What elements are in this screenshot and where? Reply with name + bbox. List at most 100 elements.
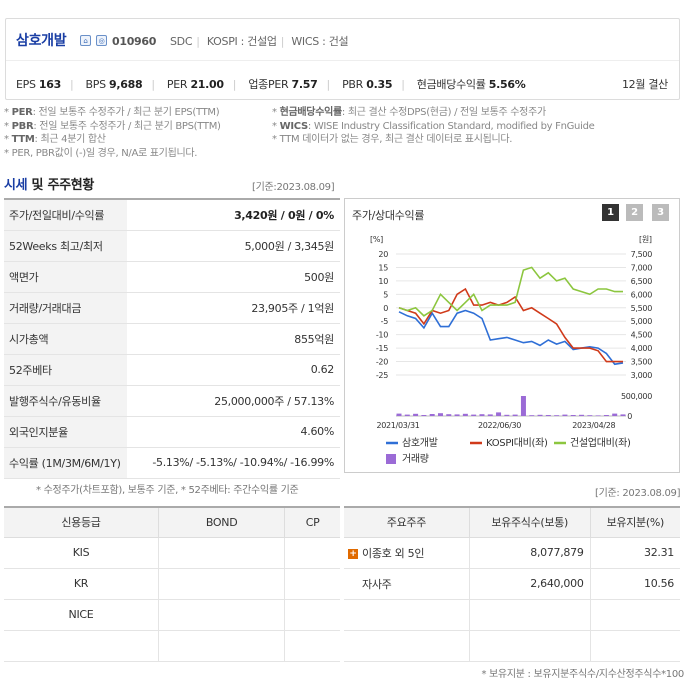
left-tick-label: 15 bbox=[378, 263, 388, 272]
exchange-tag: SDC bbox=[170, 35, 193, 48]
note-ttm: * TTM: 최근 4분기 합산 bbox=[4, 134, 106, 145]
volume-bar bbox=[496, 412, 502, 416]
left-tick-label: 5 bbox=[383, 290, 388, 299]
chart-tab-1[interactable]: 1 bbox=[602, 204, 619, 221]
holder-name: 이종호 외 5인 bbox=[362, 546, 425, 560]
table-row bbox=[344, 599, 680, 631]
volume-bar bbox=[612, 413, 618, 416]
left-tick-label: -20 bbox=[376, 358, 388, 367]
volume-tick-label: 500,000 bbox=[621, 392, 652, 401]
table-row: 52Weeks 최고/최저 5,000원 / 3,345원 bbox=[4, 230, 340, 262]
series-line bbox=[398, 309, 624, 366]
table-row: 발행주식수/유동비율 25,000,000주 / 57.13% bbox=[4, 385, 340, 417]
left-tick-label: 0 bbox=[383, 304, 388, 313]
right-tick-label: 6,500 bbox=[631, 277, 653, 286]
volume-bar bbox=[479, 414, 485, 416]
volume-bar bbox=[421, 415, 427, 416]
volume-bar bbox=[512, 414, 518, 416]
legend-swatch bbox=[386, 454, 396, 464]
price-table: 주가/전일대비/수익률 3,420원 / 0원 / 0% 52Weeks 최고/최… bbox=[4, 198, 340, 479]
chart-tab-3[interactable]: 3 bbox=[652, 204, 669, 221]
volume-bar bbox=[504, 414, 510, 416]
table-header-row: 주요주주 보유주식수(보통) 보유지분(%) bbox=[344, 507, 680, 538]
holders-as-of: [기준: 2023.08.09] bbox=[595, 488, 681, 499]
right-tick-label: 3,500 bbox=[631, 358, 653, 367]
table-row: 52주베타 0.62 bbox=[4, 354, 340, 386]
volume-bar bbox=[537, 414, 543, 416]
expand-icon[interactable]: + bbox=[348, 548, 358, 559]
volume-bar bbox=[587, 415, 593, 416]
table-row: 액면가 500원 bbox=[4, 261, 340, 293]
major-shareholders-table: 주요주주 보유주식수(보통) 보유지분(%) + 이종호 외 5인 8,077,8… bbox=[344, 506, 680, 662]
holders-note: * 보유지분 : 보유지분주식수/지수산정주식수*100 bbox=[481, 669, 684, 680]
right-tick-label: 7,500 bbox=[631, 250, 653, 259]
legend-label: 건설업대비(좌) bbox=[570, 436, 631, 449]
table-row: 자사주 2,640,000 10.56 bbox=[344, 568, 680, 600]
note-negative: * PER, PBR값이 (-)일 경우, N/A로 표기됩니다. bbox=[4, 147, 198, 159]
company-info-icon[interactable]: ◎ bbox=[96, 35, 107, 46]
metric-per: PER 21.00 bbox=[166, 78, 224, 91]
volume-bar bbox=[487, 414, 493, 416]
chart-tab-2[interactable]: 2 bbox=[626, 204, 643, 221]
right-tick-label: 4,000 bbox=[631, 344, 653, 353]
table-row: 수익률 (1M/3M/6M/1Y) -5.13%/ -5.13%/ -10.94%… bbox=[4, 447, 340, 479]
left-tick-label: 10 bbox=[378, 277, 388, 286]
note-wics: * WICS: WISE Industry Classification Sta… bbox=[272, 120, 595, 132]
chart-title: 주가/상대수익률 bbox=[352, 209, 425, 222]
volume-bar bbox=[437, 413, 443, 416]
company-name: 삼호개발 bbox=[16, 33, 67, 49]
volume-bar bbox=[404, 414, 410, 416]
notes-right: * 현금배당수익률: 최근 결산 수정DPS(현금) / 전일 보통주 수정주가… bbox=[272, 106, 595, 147]
section-title: 시세 및 주주현황 bbox=[4, 178, 95, 193]
table-header-row: 신용등급 BOND CP bbox=[4, 507, 340, 538]
notes-left: * PER: 전일 보통주 수정주가 / 최근 분기 EPS(TTM) * PB… bbox=[4, 106, 221, 160]
table-row bbox=[344, 630, 680, 662]
table-row: + 이종호 외 5인 8,077,879 32.31 bbox=[344, 537, 680, 569]
right-tick-label: 4,500 bbox=[631, 331, 653, 340]
volume-bar bbox=[529, 415, 535, 416]
left-tick-label: -10 bbox=[376, 331, 388, 340]
valuation-metrics: EPS 163 | BPS 9,688 | PER 21.00 | 업종PER 7.5… bbox=[16, 78, 526, 91]
x-tick-label: 2022/06/30 bbox=[478, 421, 521, 430]
market-sector: KOSPI : 건설업 bbox=[206, 35, 277, 48]
home-icon[interactable]: ⌂ bbox=[80, 35, 91, 46]
volume-bar bbox=[595, 415, 601, 416]
volume-bar bbox=[562, 414, 568, 416]
metric-eps: EPS 163 bbox=[16, 78, 61, 91]
volume-bar bbox=[554, 415, 560, 416]
left-axis-unit: [%] bbox=[370, 235, 383, 244]
right-tick-label: 5,000 bbox=[631, 317, 653, 326]
fiscal-year-end: 12월 결산 bbox=[621, 78, 668, 91]
note-ttm-missing: * TTM 데이터가 없는 경우, 최근 결산 데이터로 표시됩니다. bbox=[272, 134, 513, 145]
right-tick-label: 7,000 bbox=[631, 263, 653, 272]
series-line bbox=[398, 287, 623, 363]
volume-tick-label: 0 bbox=[627, 412, 632, 421]
wics-sector: WICS : 건설 bbox=[291, 35, 349, 48]
header-divider bbox=[6, 60, 679, 61]
table-row: 시가총액 855억원 bbox=[4, 323, 340, 355]
volume-bar bbox=[603, 415, 609, 416]
note-pbr: * PBR: 전일 보통주 수정주가 / 최근 분기 BPS(TTM) bbox=[4, 120, 221, 132]
volume-bar bbox=[471, 414, 477, 416]
right-tick-label: 3,000 bbox=[631, 371, 653, 380]
volume-bar bbox=[620, 414, 626, 416]
note-dividend-yield: * 현금배당수익률: 최근 결산 수정DPS(현금) / 전일 보통주 수정주가 bbox=[272, 107, 546, 118]
metric-pbr: PBR 0.35 bbox=[342, 78, 393, 91]
volume-bar bbox=[462, 413, 468, 416]
table-row: KIS bbox=[4, 537, 340, 569]
x-tick-label: 2021/03/31 bbox=[376, 421, 419, 430]
company-header-box bbox=[5, 18, 680, 100]
volume-bar bbox=[545, 415, 551, 416]
price-relative-return-chart: [%] [원] 20 15 10 5 0 -5 -10 -15 -20 -25 7,500 7,000 6,… bbox=[370, 235, 653, 465]
note-per: * PER: 전일 보통주 수정주가 / 최근 분기 EPS(TTM) bbox=[4, 107, 220, 118]
legend-label: 삼호개발 bbox=[402, 437, 438, 449]
table-row bbox=[4, 630, 340, 662]
table-row: 외국인지분율 4.60% bbox=[4, 416, 340, 448]
right-axis-unit: [원] bbox=[639, 235, 652, 244]
volume-bar bbox=[579, 414, 585, 416]
table-row: KR bbox=[4, 568, 340, 600]
price-as-of: [기준:2023.08.09] bbox=[252, 182, 335, 193]
stock-code: 010960 bbox=[112, 35, 157, 48]
price-note: * 수정주가(차트포함), 보통주 기준, * 52주베타: 주간수익률 기준 bbox=[36, 485, 299, 496]
volume-bar bbox=[454, 414, 460, 416]
